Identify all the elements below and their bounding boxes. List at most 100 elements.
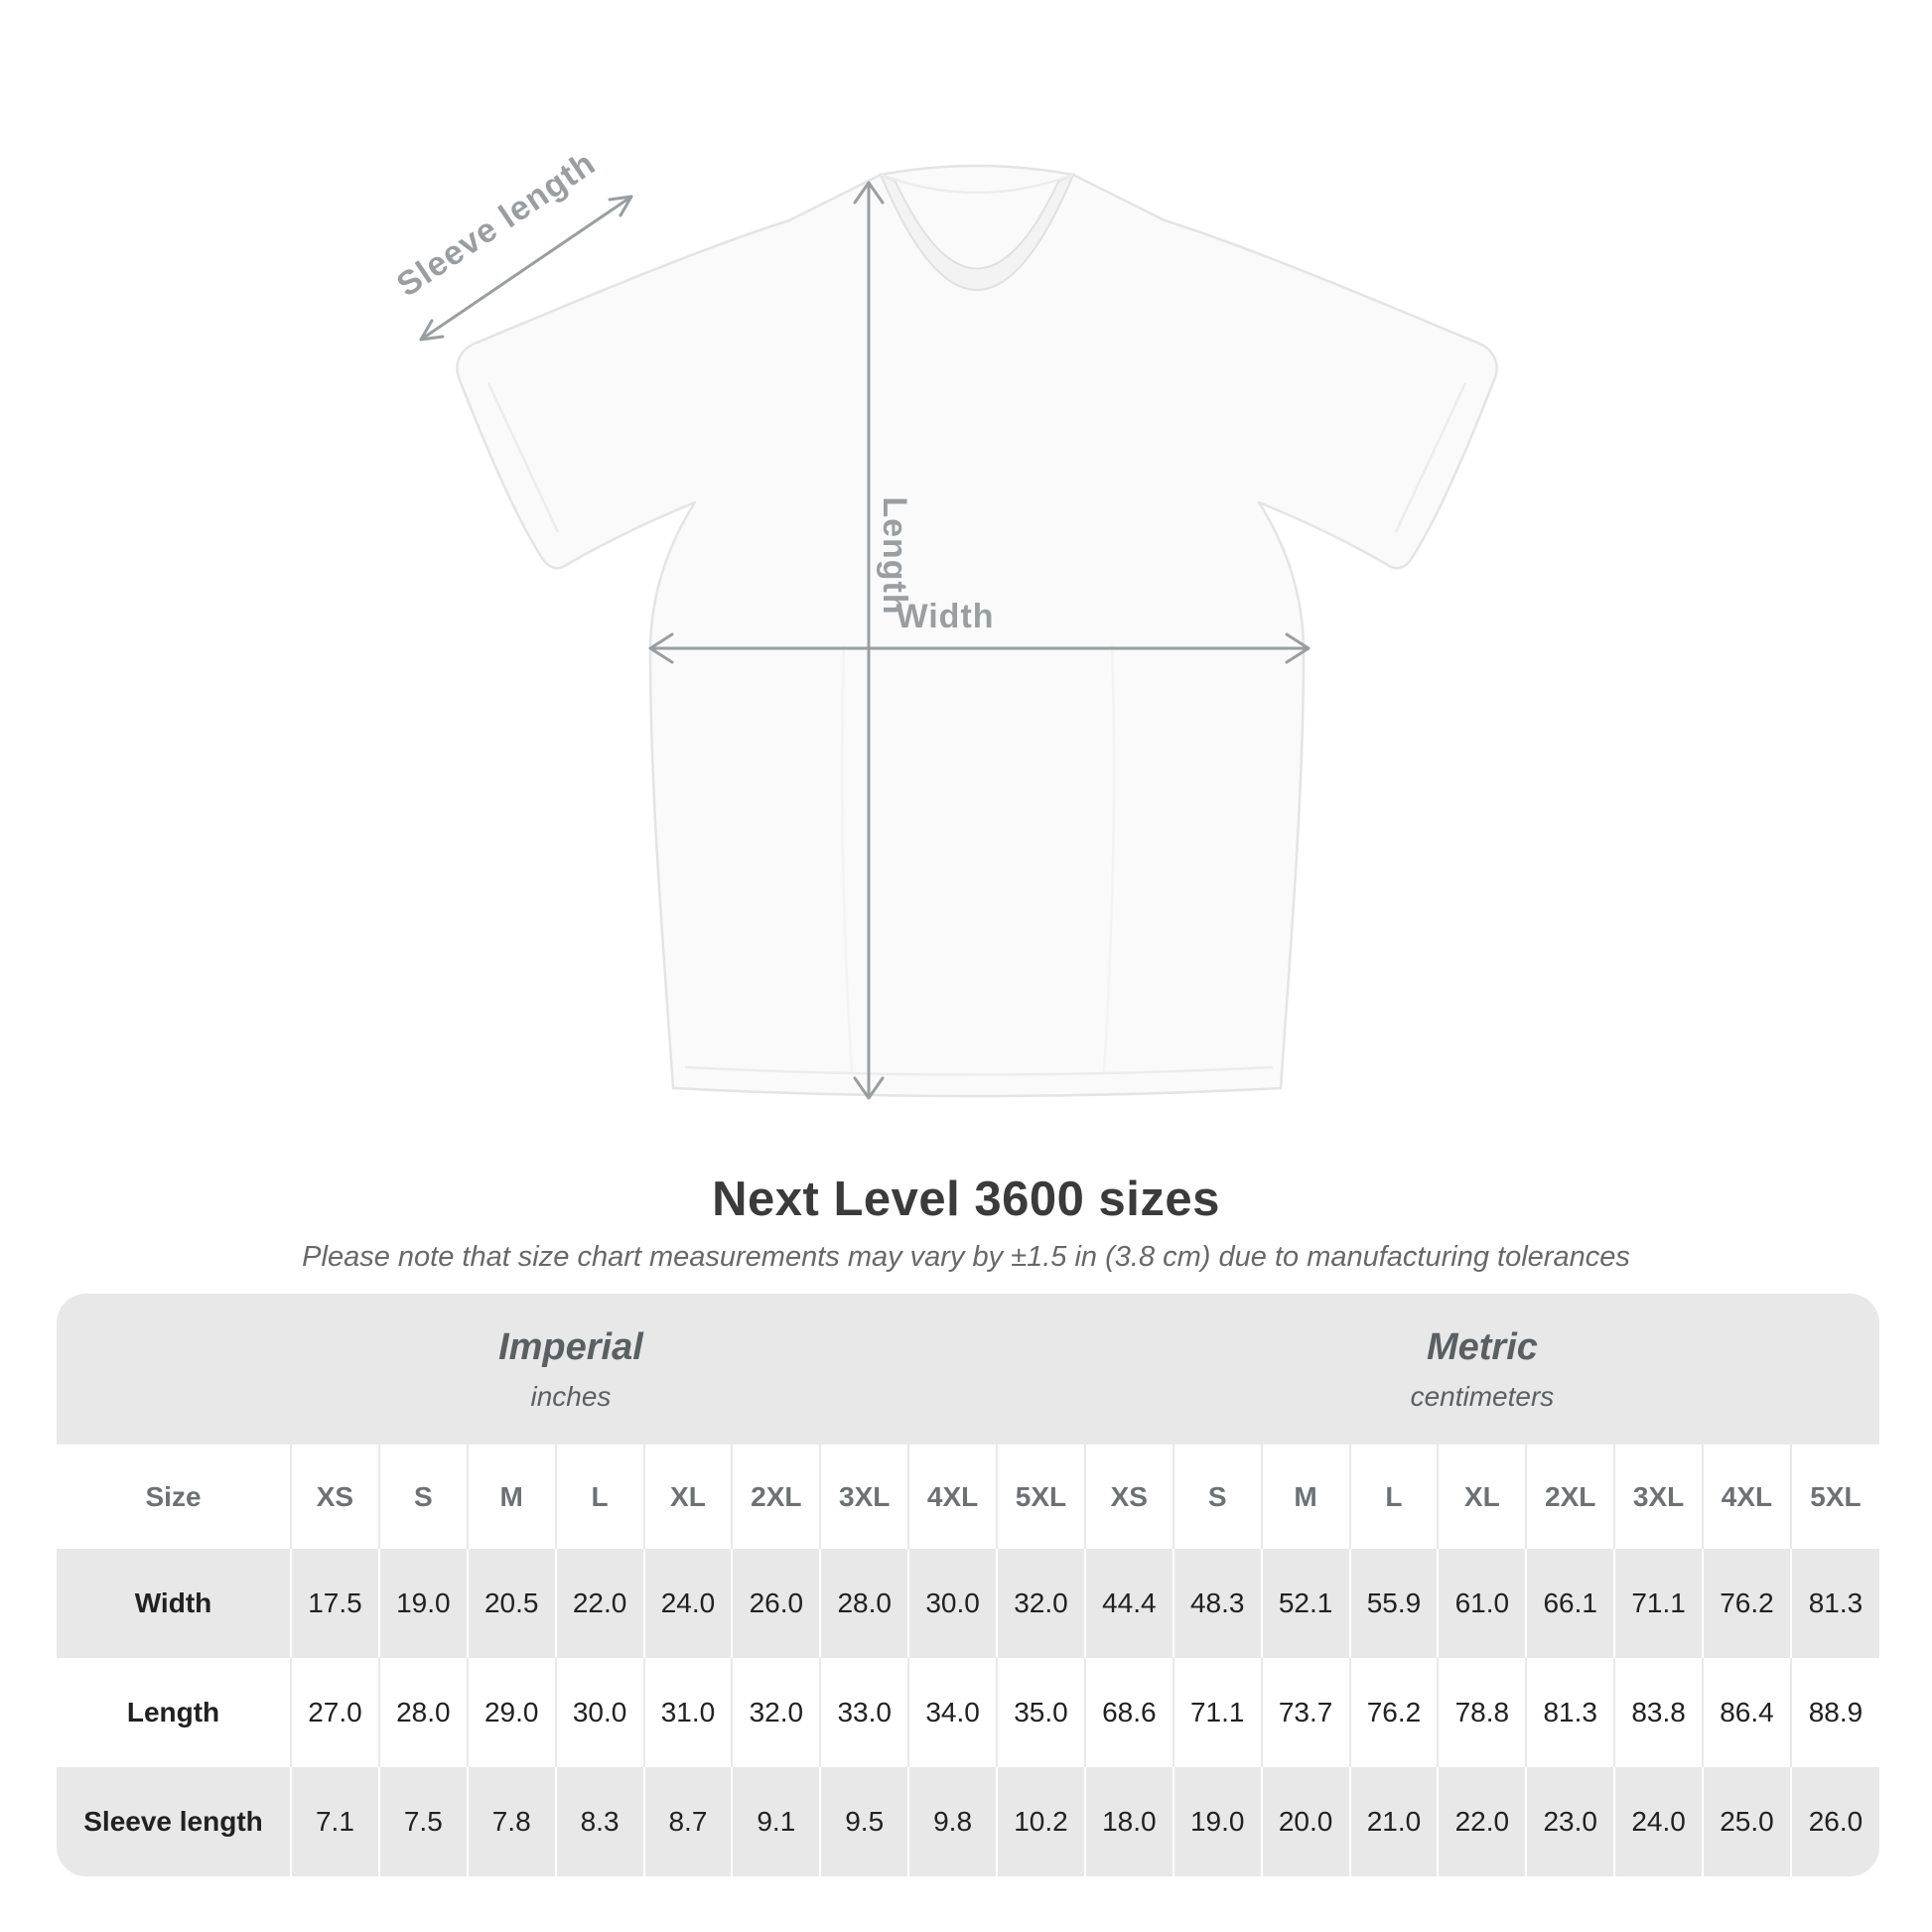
value-cell: 24.0	[642, 1549, 733, 1658]
value-cell: 76.2	[1702, 1549, 1791, 1658]
column-header: 4XL	[1702, 1445, 1791, 1549]
value-cell: 28.0	[819, 1549, 909, 1658]
value-cell: 7.5	[377, 1767, 468, 1876]
column-header: XS	[1083, 1445, 1173, 1549]
value-cell: 71.1	[1613, 1549, 1703, 1658]
unit-header-metric: Metric centimeters	[1085, 1294, 1879, 1445]
length-label: Length	[876, 496, 913, 615]
fold-line-left	[840, 644, 854, 1073]
value-cell: 24.0	[1613, 1767, 1703, 1876]
unit-header-row: Imperial inches Metric centimeters	[57, 1294, 1879, 1445]
back-collar-seam	[880, 173, 1074, 195]
value-cell: 20.0	[1260, 1767, 1350, 1876]
column-header: L	[1348, 1445, 1439, 1549]
value-cell: 83.8	[1613, 1658, 1703, 1767]
length-arrow	[853, 181, 885, 1100]
width-arrow	[648, 632, 1311, 664]
column-header: 2XL	[731, 1445, 821, 1549]
value-cell: 8.7	[642, 1767, 733, 1876]
value-cell: 18.0	[1083, 1767, 1173, 1876]
value-cell: 28.0	[377, 1658, 468, 1767]
value-cell: 22.0	[1437, 1767, 1527, 1876]
sleeve-length-label: Sleeve length	[390, 144, 603, 304]
column-header: XL	[642, 1445, 733, 1549]
size-corner-label: Size	[145, 1480, 202, 1512]
value-cell: 29.0	[466, 1658, 556, 1767]
value-cell: 31.0	[642, 1658, 733, 1767]
value-cell: 52.1	[1260, 1549, 1350, 1658]
metric-label: Metric	[1426, 1325, 1538, 1368]
size-table-container: Imperial inches Metric centimeters Size …	[57, 1294, 1879, 1876]
fold-line-right	[1102, 644, 1116, 1073]
value-cell: 88.9	[1789, 1658, 1879, 1767]
value-cell: 55.9	[1348, 1549, 1439, 1658]
value-cell: 9.8	[907, 1767, 997, 1876]
column-header: S	[1172, 1445, 1262, 1549]
size-header-row: Size XS S M L XL 2XL 3XL 4XL 5XL XS S M …	[57, 1445, 1879, 1549]
column-header: L	[554, 1445, 644, 1549]
column-header: XS	[290, 1445, 379, 1549]
value-cell: 32.0	[731, 1658, 821, 1767]
value-cell: 23.0	[1525, 1767, 1615, 1876]
row-label: Length	[126, 1697, 220, 1727]
tshirt-measurement-diagram: Sleeve length Length Width	[390, 144, 1498, 1100]
tshirt-graphic	[456, 164, 1498, 1098]
unit-header-imperial: Imperial inches	[57, 1294, 1085, 1445]
value-cell: 9.1	[731, 1767, 821, 1876]
value-cell: 68.6	[1083, 1658, 1173, 1767]
value-cell: 7.1	[290, 1767, 379, 1876]
value-cell: 30.0	[554, 1658, 644, 1767]
row-label: Width	[134, 1587, 212, 1618]
column-header: XL	[1437, 1445, 1527, 1549]
size-table: Imperial inches Metric centimeters Size …	[57, 1294, 1879, 1876]
column-header: 2XL	[1525, 1445, 1615, 1549]
imperial-label: Imperial	[498, 1325, 643, 1368]
imperial-sublabel: inches	[530, 1380, 612, 1412]
value-cell: 35.0	[996, 1658, 1085, 1767]
value-cell: 33.0	[819, 1658, 909, 1767]
value-cell: 81.3	[1789, 1549, 1879, 1658]
value-cell: 19.0	[377, 1549, 468, 1658]
column-header: 4XL	[907, 1445, 997, 1549]
value-cell: 66.1	[1525, 1549, 1615, 1658]
table-row-sleeve-length: Sleeve length 7.1 7.5 7.8 8.3 8.7 9.1 9.…	[57, 1767, 1879, 1876]
column-header: 3XL	[819, 1445, 909, 1549]
hem-stitch	[684, 1065, 1274, 1076]
value-cell: 73.7	[1260, 1658, 1350, 1767]
table-row-width: Width 17.5 19.0 20.5 22.0 24.0 26.0 28.0…	[57, 1549, 1879, 1658]
column-header: M	[1260, 1445, 1350, 1549]
right-sleeve-stitch	[1394, 382, 1467, 533]
value-cell: 25.0	[1702, 1767, 1791, 1876]
width-label: Width	[896, 598, 994, 635]
row-label: Sleeve length	[83, 1806, 263, 1837]
metric-sublabel: centimeters	[1410, 1380, 1555, 1412]
left-sleeve-stitch	[486, 382, 560, 533]
value-cell: 17.5	[290, 1549, 379, 1658]
value-cell: 86.4	[1702, 1658, 1791, 1767]
page-subtitle: Please note that size chart measurements…	[302, 1241, 1630, 1273]
value-cell: 30.0	[907, 1549, 997, 1658]
value-cell: 21.0	[1348, 1767, 1439, 1876]
value-cell: 44.4	[1083, 1549, 1173, 1658]
value-cell: 34.0	[907, 1658, 997, 1767]
column-header: M	[466, 1445, 556, 1549]
value-cell: 78.8	[1437, 1658, 1527, 1767]
value-cell: 61.0	[1437, 1549, 1527, 1658]
page-title: Next Level 3600 sizes	[712, 1173, 1220, 1226]
value-cell: 10.2	[996, 1767, 1085, 1876]
value-cell: 27.0	[290, 1658, 379, 1767]
value-cell: 71.1	[1172, 1658, 1262, 1767]
value-cell: 81.3	[1525, 1658, 1615, 1767]
sleeve-length-arrow	[419, 195, 633, 342]
column-header: S	[377, 1445, 468, 1549]
value-cell: 26.0	[1789, 1767, 1879, 1876]
value-cell: 26.0	[731, 1549, 821, 1658]
value-cell: 9.5	[819, 1767, 909, 1876]
value-cell: 20.5	[466, 1549, 556, 1658]
column-header: 5XL	[1789, 1445, 1879, 1549]
column-header: 5XL	[996, 1445, 1085, 1549]
value-cell: 8.3	[554, 1767, 644, 1876]
tshirt-body	[456, 164, 1498, 1098]
value-cell: 7.8	[466, 1767, 556, 1876]
